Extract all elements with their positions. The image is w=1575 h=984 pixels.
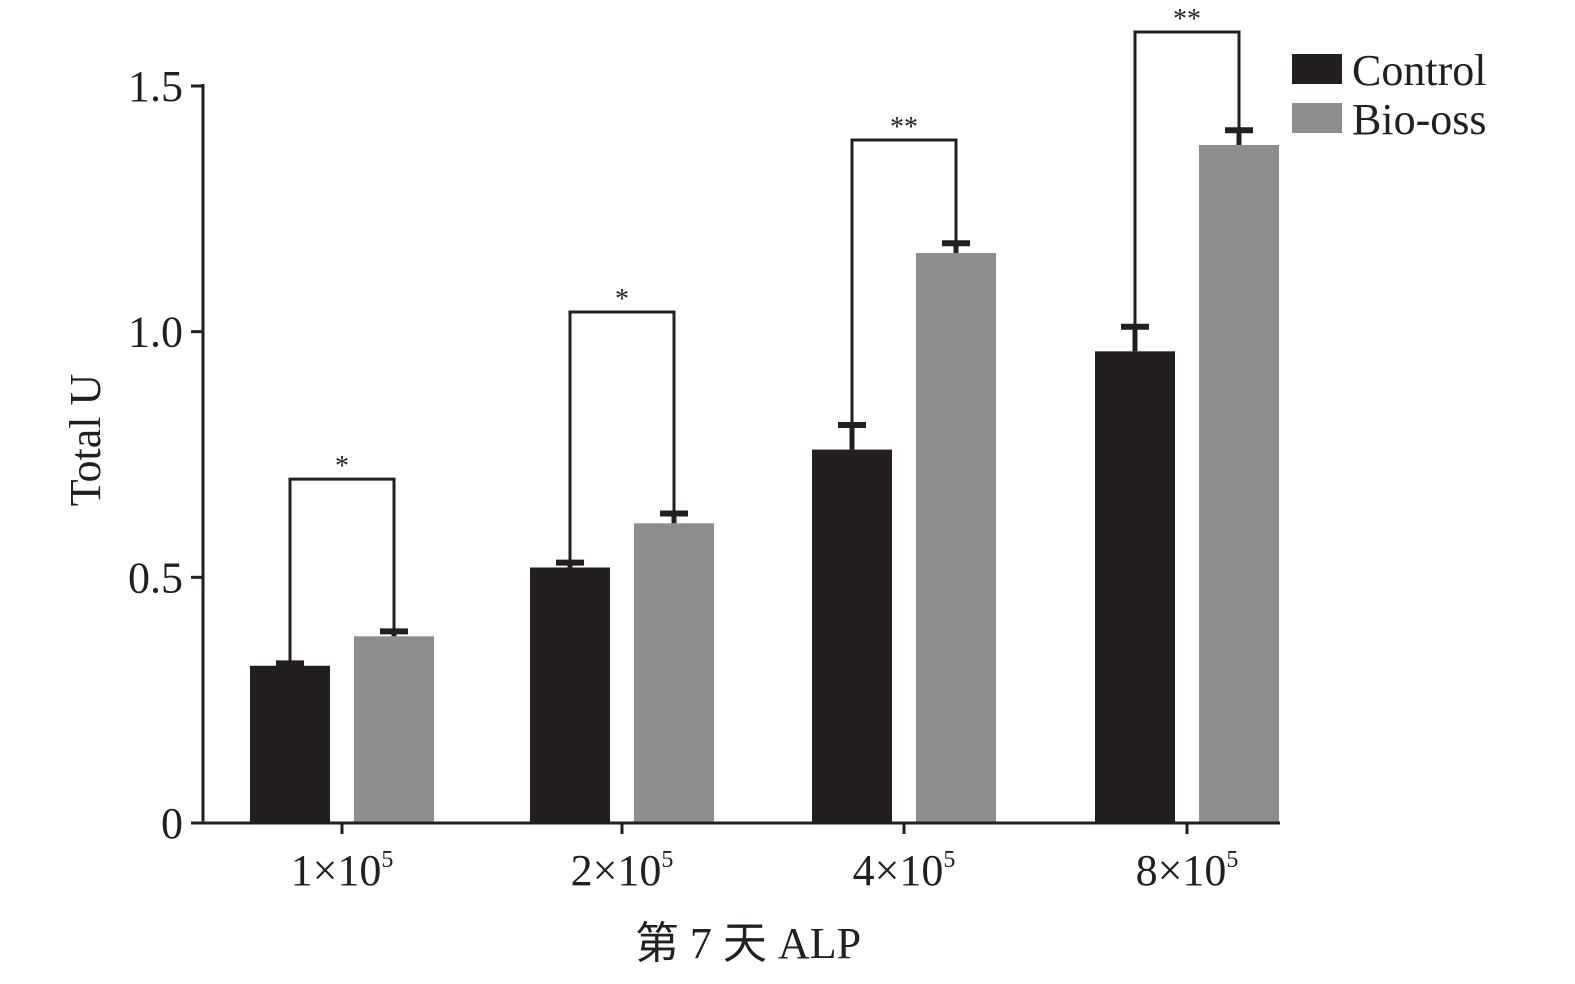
significance-bracket <box>1133 30 1241 327</box>
significance-bracket <box>568 310 676 563</box>
significance-label: ** <box>890 112 918 143</box>
significance-label: * <box>615 284 629 315</box>
significance-bracket <box>288 477 396 664</box>
y-tick-label: 1.0 <box>128 308 183 357</box>
y-axis-label: Total U <box>61 374 110 507</box>
bar-bio-oss-2 <box>916 253 996 823</box>
bar-control-3 <box>1095 351 1175 823</box>
bar-control-2 <box>812 449 892 823</box>
significance-label: ** <box>1173 4 1201 35</box>
bar-control-0 <box>250 665 330 823</box>
x-axis-label: 第 7 天 ALP <box>635 919 861 968</box>
x-tick-label: 1×105 <box>291 846 394 895</box>
x-tick-label: 2×105 <box>571 846 674 895</box>
x-tick-label: 8×105 <box>1136 846 1239 895</box>
bar-bio-oss-1 <box>634 523 714 823</box>
significance-label: * <box>335 451 349 482</box>
legend-swatch-control <box>1292 54 1342 84</box>
legend-label-control: Control <box>1352 46 1486 95</box>
bar-bio-oss-3 <box>1199 144 1279 823</box>
legend: Control Bio-oss <box>1292 46 1486 144</box>
bar-control-1 <box>530 567 610 823</box>
legend-label-bio-oss: Bio-oss <box>1352 95 1486 144</box>
bar-bio-oss-0 <box>354 636 434 823</box>
legend-swatch-bio-oss <box>1292 103 1342 133</box>
y-tick-label: 1.5 <box>128 62 183 111</box>
x-tick-label: 4×105 <box>853 846 956 895</box>
y-tick-label: 0.5 <box>128 553 183 602</box>
y-tick-label: 0 <box>161 799 183 848</box>
significance-bracket <box>850 138 958 426</box>
